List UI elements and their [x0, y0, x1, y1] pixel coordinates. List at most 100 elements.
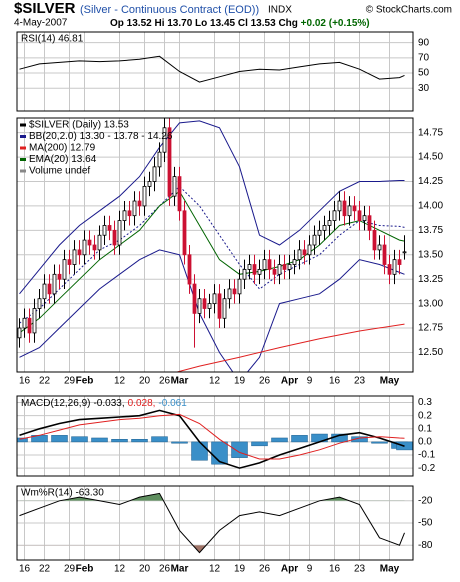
y-tick-label: 50: [418, 68, 430, 79]
x-tick-label: 9: [307, 376, 313, 387]
x-tick-label: 16: [329, 564, 341, 575]
y-tick-label: -50: [418, 518, 433, 529]
candle-body: [197, 298, 202, 314]
candle-body: [367, 215, 372, 231]
candle-body: [67, 259, 72, 265]
x-tick-label: 20: [139, 376, 151, 387]
x-tick-label: May: [380, 564, 400, 575]
panel-frame: [16, 117, 414, 373]
x-tick-label: 12: [209, 564, 221, 575]
candle-body: [97, 234, 102, 251]
y-tick-label: -80: [418, 540, 433, 551]
macd-line: [19, 413, 405, 460]
histogram-bar: [231, 441, 248, 458]
panel-frame: [16, 31, 414, 112]
candle-body: [32, 308, 37, 334]
candle-body: [87, 239, 92, 246]
candle-body: [22, 317, 27, 329]
x-tick-label: 22: [39, 376, 51, 387]
candle-body: [337, 200, 342, 212]
histogram-bar: [151, 436, 168, 443]
candle-body: [342, 200, 347, 217]
candle-body: [287, 264, 292, 270]
candle-body: [62, 259, 67, 280]
legend-swatch: [20, 123, 26, 127]
x-tick-label: 16: [329, 376, 341, 387]
candle-body: [172, 176, 177, 197]
x-tick-label: Feb: [76, 376, 94, 387]
x-tick-label: 23: [354, 564, 366, 575]
x-tick-label: 16: [19, 564, 31, 575]
candle-body: [332, 210, 337, 221]
candle-body: [377, 244, 382, 251]
y-tick-label: 13.50: [418, 249, 443, 260]
candle-body: [237, 278, 242, 295]
y-tick-label: 0.3: [418, 397, 432, 408]
y-tick-label: 14.00: [418, 201, 443, 212]
candle-body: [227, 288, 232, 300]
overlay-line: [19, 120, 405, 295]
x-tick-label: 26: [159, 376, 171, 387]
candle-body: [112, 229, 117, 246]
candle-body: [217, 293, 222, 319]
candle-body: [347, 205, 352, 217]
candle-body: [202, 298, 207, 309]
y-tick-label: 70: [418, 52, 430, 63]
exchange: INDX: [268, 5, 292, 16]
candle-body: [157, 151, 162, 168]
histogram-bar: [291, 435, 308, 443]
candle-body: [252, 264, 257, 275]
overlay-line: [19, 185, 405, 324]
legend-label: RSI(14) 46.81: [21, 34, 84, 45]
x-tick-label: Apr: [281, 376, 298, 387]
histogram-bar: [71, 436, 88, 443]
plot-area: [17, 118, 407, 372]
y-tick-label: 30: [418, 83, 430, 94]
y-tick-label: 0.2: [418, 410, 432, 421]
panel-frame: [16, 485, 414, 561]
candle-body: [222, 298, 227, 319]
histogram-bar: [171, 441, 188, 444]
candle-body: [317, 229, 322, 236]
candle-body: [72, 249, 77, 265]
histogram-bar: [51, 435, 68, 443]
legend-part: -0.061: [158, 398, 187, 409]
legend-label: MA(200) 12.79: [29, 143, 96, 154]
quote: Op 13.52 Hi 13.70 Lo 13.45 Cl 13.53 Chg …: [110, 18, 370, 29]
candle-body: [207, 303, 212, 309]
candle-body: [187, 254, 192, 285]
legend-part: MACD(12,26,9): [21, 398, 90, 409]
candle-body: [37, 298, 42, 309]
histogram-bar: [111, 439, 128, 443]
legend-swatch: [20, 135, 26, 138]
y-tick-label: 12.50: [418, 347, 443, 358]
candle-body: [292, 259, 297, 265]
candle-body: [247, 264, 252, 270]
legend-swatch: [20, 158, 26, 161]
histogram-bar: [371, 441, 388, 444]
y-tick-label: 14.50: [418, 152, 443, 163]
candle-body: [372, 229, 377, 251]
y-tick-label: 13.75: [418, 225, 443, 236]
candle-body: [122, 210, 127, 221]
overlay-line: [19, 190, 405, 334]
x-tick-label: Apr: [281, 564, 298, 575]
macd-line: [19, 409, 405, 469]
candle-body: [167, 127, 172, 197]
plot-area: [19, 55, 405, 83]
candle-body: [212, 293, 217, 305]
candle-body: [397, 259, 402, 265]
x-tick-label: Mar: [171, 564, 189, 575]
candle-body: [127, 210, 132, 217]
legend-swatch: [20, 146, 26, 150]
legend-label: Volume undef: [29, 166, 90, 177]
x-tick-label: 12: [209, 376, 221, 387]
x-tick-label: 29: [64, 564, 76, 575]
instrument-name: (Silver - Continuous Contract (EOD)): [80, 4, 259, 16]
candle-body: [137, 200, 142, 207]
y-tick-label: 14.75: [418, 127, 443, 138]
legend-label: $SILVER (Daily) 13.53: [29, 120, 129, 131]
candle-body: [82, 239, 87, 256]
candle-body: [352, 205, 357, 212]
candle-body: [392, 259, 397, 275]
